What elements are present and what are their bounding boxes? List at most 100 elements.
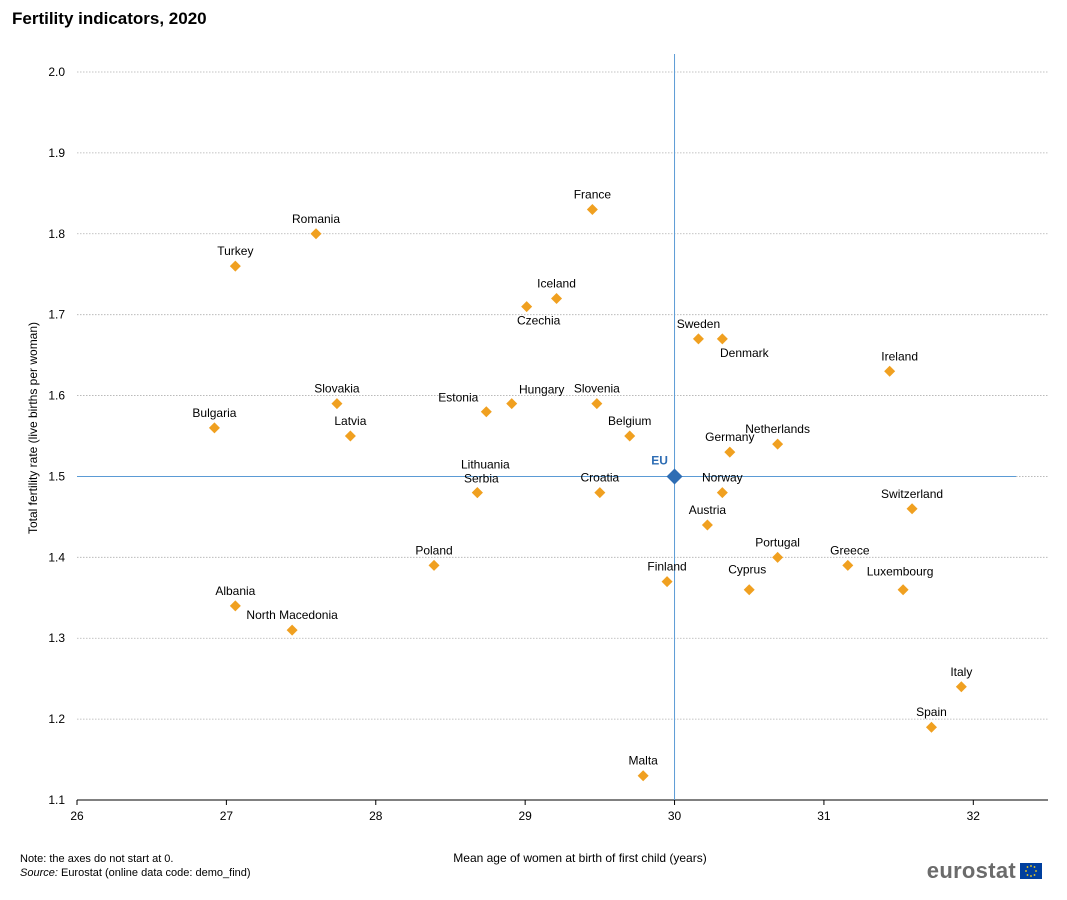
point-finland bbox=[661, 576, 673, 588]
point-label: Turkey bbox=[217, 244, 253, 258]
logo-text: eurostat bbox=[926, 858, 1016, 883]
point-hungary bbox=[506, 398, 518, 410]
point-france bbox=[586, 204, 598, 216]
point-label: Italy bbox=[950, 665, 972, 679]
eu-reference: EU bbox=[77, 54, 1016, 800]
footnote: Note: the axes do not start at 0. Source… bbox=[20, 852, 251, 880]
point-austria bbox=[701, 519, 713, 531]
chart-title: Fertility indicators, 2020 bbox=[12, 9, 207, 28]
point-luxembourg bbox=[897, 584, 909, 596]
point-label: Spain bbox=[916, 705, 947, 719]
point-belgium bbox=[624, 430, 636, 442]
x-tick-label: 30 bbox=[668, 809, 682, 823]
point-label: Slovenia bbox=[574, 382, 620, 396]
point-poland bbox=[428, 559, 440, 571]
point-czechia bbox=[521, 301, 533, 313]
point-label: Estonia bbox=[438, 391, 478, 405]
x-tick-label: 31 bbox=[817, 809, 831, 823]
point-romania bbox=[310, 228, 322, 240]
source-label: Source: bbox=[20, 867, 58, 879]
point-serbia bbox=[471, 487, 483, 499]
data-labels: France Romania Turkey Iceland Czechia Sweden D… bbox=[192, 188, 972, 768]
point-label: Finland bbox=[647, 560, 686, 574]
y-tick-label: 1.4 bbox=[48, 550, 65, 564]
point-bulgaria bbox=[208, 422, 220, 434]
point-label: Cyprus bbox=[728, 563, 766, 577]
data-points bbox=[208, 204, 967, 782]
point-label: Denmark bbox=[720, 346, 770, 360]
point-north-macedonia bbox=[286, 624, 298, 636]
y-tick-label: 1.9 bbox=[48, 146, 65, 160]
point-label: Romania bbox=[292, 212, 340, 226]
y-tick-label: 1.5 bbox=[48, 469, 65, 483]
eu-marker bbox=[666, 468, 683, 485]
point-label: Sweden bbox=[677, 317, 720, 331]
point-switzerland bbox=[906, 503, 918, 515]
x-tick-label: 27 bbox=[220, 809, 234, 823]
point-italy bbox=[955, 681, 967, 693]
eurostat-logo: eurostat bbox=[927, 858, 1042, 884]
point-label: Germany bbox=[705, 430, 754, 444]
point-label: France bbox=[574, 188, 612, 202]
point-label: Malta bbox=[628, 754, 658, 768]
point-label: Luxembourg bbox=[867, 565, 934, 579]
point-label: Croatia bbox=[581, 471, 620, 485]
point-label: Greece bbox=[830, 543, 870, 557]
point-estonia bbox=[480, 406, 492, 418]
point-albania bbox=[229, 600, 241, 612]
y-tick-label: 1.2 bbox=[48, 712, 65, 726]
point-norway bbox=[716, 487, 728, 499]
point-label: Lithuania bbox=[461, 458, 510, 472]
point-label: Netherlands bbox=[745, 422, 810, 436]
point-slovakia bbox=[331, 398, 343, 410]
point-ireland bbox=[884, 365, 896, 377]
point-germany bbox=[724, 446, 736, 458]
point-malta bbox=[637, 770, 649, 782]
y-axis-label: Total fertility rate (live births per wo… bbox=[26, 321, 40, 535]
point-label: Latvia bbox=[334, 414, 366, 428]
source-line: Source: Eurostat (online data code: demo… bbox=[20, 866, 251, 880]
point-portugal bbox=[772, 551, 784, 563]
eu-flag-icon bbox=[1020, 863, 1042, 879]
point-turkey bbox=[229, 260, 241, 272]
point-label: Portugal bbox=[755, 535, 800, 549]
point-label: Belgium bbox=[608, 414, 651, 428]
point-label: Czechia bbox=[517, 314, 561, 328]
point-sweden bbox=[692, 333, 704, 345]
y-tick-label: 1.7 bbox=[48, 308, 65, 322]
point-label: Poland bbox=[415, 543, 452, 557]
point-label: Slovakia bbox=[314, 382, 360, 396]
x-axis-label: Mean age of women at birth of first chil… bbox=[453, 851, 707, 865]
y-tick-label: 1.1 bbox=[48, 793, 65, 807]
x-tick-label: 28 bbox=[369, 809, 383, 823]
point-label: Serbia bbox=[464, 472, 499, 486]
point-netherlands bbox=[772, 438, 784, 450]
x-tick-label: 26 bbox=[70, 809, 84, 823]
axes: 1.1 1.2 1.3 1.4 1.5 1.6 1.7 1.8 1.9 2.0 26 27 28 29 30… bbox=[48, 65, 1048, 823]
point-label: Iceland bbox=[537, 276, 576, 290]
x-tick-label: 29 bbox=[518, 809, 532, 823]
eu-label: EU bbox=[651, 453, 668, 467]
point-label: Switzerland bbox=[881, 487, 943, 501]
point-label: Bulgaria bbox=[192, 406, 236, 420]
point-greece bbox=[842, 559, 854, 571]
point-label: Albania bbox=[215, 584, 255, 598]
point-label: Ireland bbox=[881, 349, 918, 363]
y-tick-label: 1.3 bbox=[48, 631, 65, 645]
source-text: Eurostat (online data code: demo_find) bbox=[57, 867, 251, 879]
note-text: Note: the axes do not start at 0. bbox=[20, 853, 174, 865]
y-tick-label: 2.0 bbox=[48, 65, 65, 79]
point-label: North Macedonia bbox=[246, 608, 338, 622]
y-tick-label: 1.6 bbox=[48, 389, 65, 403]
point-label: Austria bbox=[689, 503, 727, 517]
point-denmark bbox=[716, 333, 728, 345]
point-label: Norway bbox=[702, 471, 743, 485]
point-cyprus bbox=[743, 584, 755, 596]
point-spain bbox=[925, 721, 937, 733]
point-slovenia bbox=[591, 398, 603, 410]
y-tick-label: 1.8 bbox=[48, 227, 65, 241]
point-croatia bbox=[594, 487, 606, 499]
point-label: Hungary bbox=[519, 383, 564, 397]
x-tick-label: 32 bbox=[967, 809, 981, 823]
